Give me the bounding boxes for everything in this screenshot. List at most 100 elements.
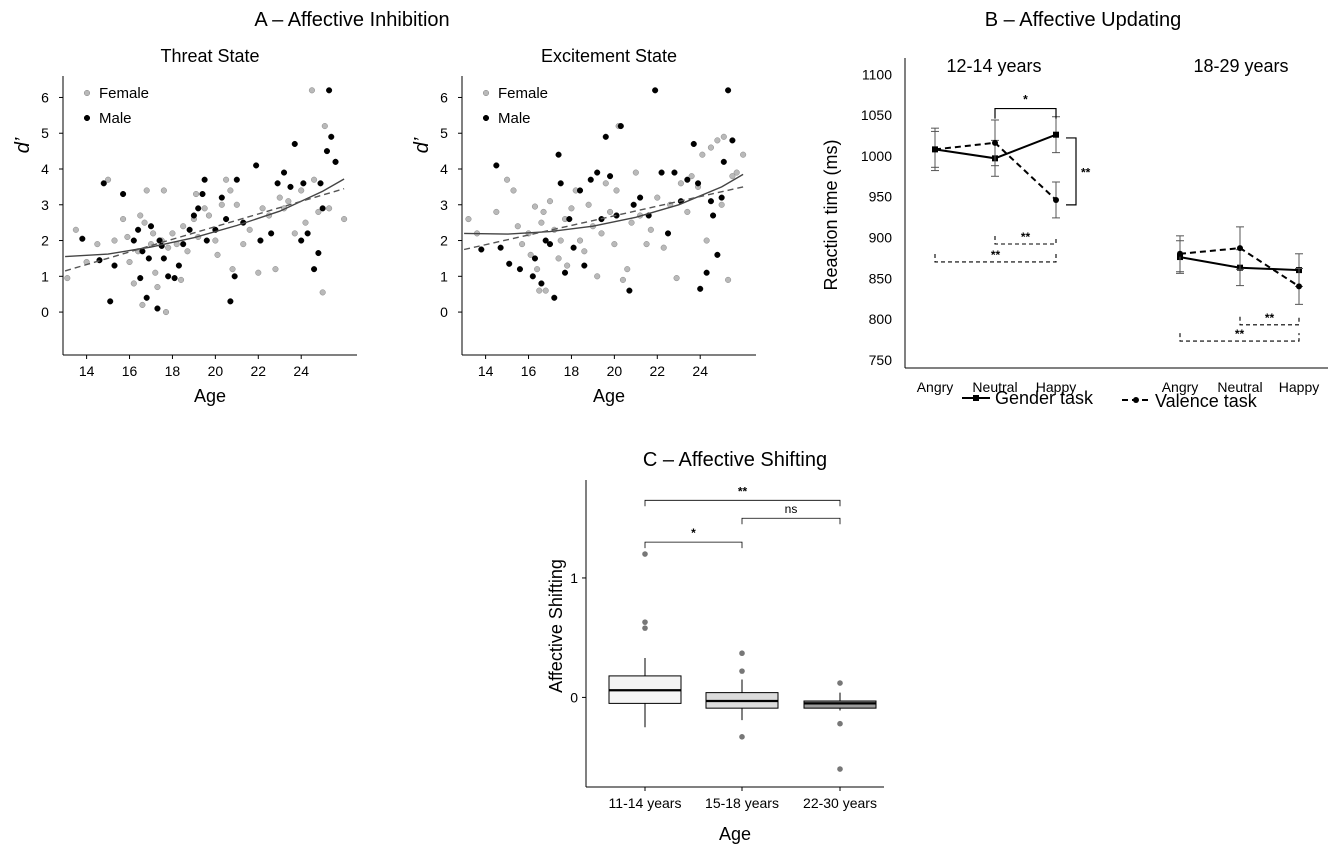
- data-point-female: [673, 275, 680, 282]
- legend-label-female: Female: [99, 85, 149, 102]
- data-point-male: [718, 194, 725, 201]
- data-point-female: [165, 244, 172, 251]
- data-point-female: [120, 216, 127, 223]
- y-tick-label: 4: [440, 161, 448, 177]
- outlier-point: [837, 766, 843, 772]
- legend-label-gender: Gender task: [995, 388, 1094, 408]
- data-point-male: [542, 237, 549, 244]
- data-point-female: [227, 187, 234, 194]
- data-point-female: [223, 176, 230, 183]
- data-point-male: [319, 205, 326, 212]
- data-point-female: [298, 187, 305, 194]
- data-point-male: [280, 169, 288, 176]
- x-tick-label: 16: [521, 363, 537, 379]
- data-point-female: [585, 201, 592, 208]
- data-marker-dot: [1237, 245, 1243, 252]
- data-point-female: [124, 233, 131, 241]
- data-point-male: [707, 198, 714, 205]
- data-point-male: [538, 280, 545, 287]
- data-point-male: [317, 180, 324, 187]
- legend-label-male: Male: [99, 110, 132, 127]
- data-point-male: [203, 237, 210, 244]
- data-point-female: [111, 237, 118, 244]
- data-point-female: [143, 187, 150, 194]
- x-tick-label: 20: [208, 363, 224, 379]
- legend-marker-female: [83, 89, 91, 97]
- data-point-male: [199, 190, 206, 198]
- data-point-female: [205, 212, 212, 219]
- data-point-male: [160, 255, 167, 262]
- data-point-female: [519, 241, 526, 248]
- significance-label: **: [1265, 311, 1275, 325]
- data-point-male: [652, 87, 659, 94]
- data-point-male: [729, 137, 736, 144]
- data-point-male: [257, 237, 264, 244]
- data-point-male: [107, 298, 114, 305]
- data-point-female: [233, 201, 240, 208]
- data-point-male: [332, 158, 339, 165]
- data-point-female: [137, 212, 144, 219]
- data-point-female: [326, 205, 333, 212]
- data-point-female: [527, 251, 534, 258]
- data-point-male: [120, 190, 127, 198]
- data-point-male: [137, 275, 144, 282]
- data-point-male: [570, 244, 577, 251]
- x-tick-label: Happy: [1036, 379, 1076, 395]
- data-point-female: [229, 266, 236, 273]
- data-point-male: [594, 169, 601, 176]
- data-point-female: [540, 208, 547, 215]
- outlier-point: [739, 668, 745, 674]
- data-point-male: [328, 133, 335, 140]
- data-point-female: [703, 237, 710, 244]
- trend-line-solid: [464, 173, 744, 235]
- chart-title: Threat State: [160, 46, 259, 66]
- y-axis-label: Reaction time (ms): [821, 139, 841, 290]
- trend-line-dashed: [64, 188, 345, 272]
- data-point-female: [740, 151, 747, 158]
- data-point-female: [707, 144, 714, 151]
- data-point-male: [587, 176, 594, 183]
- data-point-male: [143, 294, 150, 301]
- x-axis-label: Age: [593, 386, 625, 406]
- y-tick-label: 900: [869, 229, 893, 245]
- outlier-point: [739, 734, 745, 740]
- data-point-female: [150, 230, 157, 237]
- threat-state-chart: Threat State 0 1 2 3 4 5 6 14 16 18 20 22 24 Age d’ Fema…: [12, 46, 357, 406]
- y-tick-label: 850: [869, 270, 893, 286]
- data-point-female: [160, 187, 167, 194]
- data-point-female: [564, 262, 571, 269]
- significance-bracket: [1066, 137, 1077, 206]
- data-point-female: [152, 269, 159, 276]
- data-point-male: [223, 216, 230, 223]
- data-point-female: [654, 194, 661, 201]
- data-point-female: [619, 276, 626, 283]
- data-point-male: [287, 183, 294, 190]
- y-axis-label: d’: [411, 137, 433, 153]
- data-point-female: [536, 287, 543, 294]
- data-point-male: [195, 205, 202, 212]
- data-point-male: [703, 269, 710, 276]
- data-point-male: [186, 226, 193, 233]
- data-point-female: [141, 219, 148, 226]
- data-point-female: [688, 173, 695, 180]
- data-point-female: [598, 230, 605, 237]
- data-point-female: [613, 187, 620, 194]
- data-point-female: [647, 226, 654, 233]
- data-point-female: [718, 201, 725, 208]
- data-point-female: [720, 133, 727, 140]
- chart-title: Excitement State: [541, 46, 677, 66]
- significance-label: **: [1235, 327, 1245, 341]
- legend-marker-male: [482, 114, 490, 122]
- y-tick-label: 1050: [861, 107, 892, 123]
- data-point-female: [504, 176, 511, 183]
- outlier-point: [642, 625, 648, 631]
- data-point-female: [534, 266, 541, 273]
- data-point-male: [493, 162, 500, 169]
- x-tick-label: 24: [293, 363, 309, 379]
- data-point-male: [79, 235, 86, 242]
- data-point-male: [291, 140, 298, 148]
- data-marker-dot: [992, 139, 998, 146]
- x-axis-label: Age: [194, 386, 226, 406]
- data-point-female: [576, 237, 584, 244]
